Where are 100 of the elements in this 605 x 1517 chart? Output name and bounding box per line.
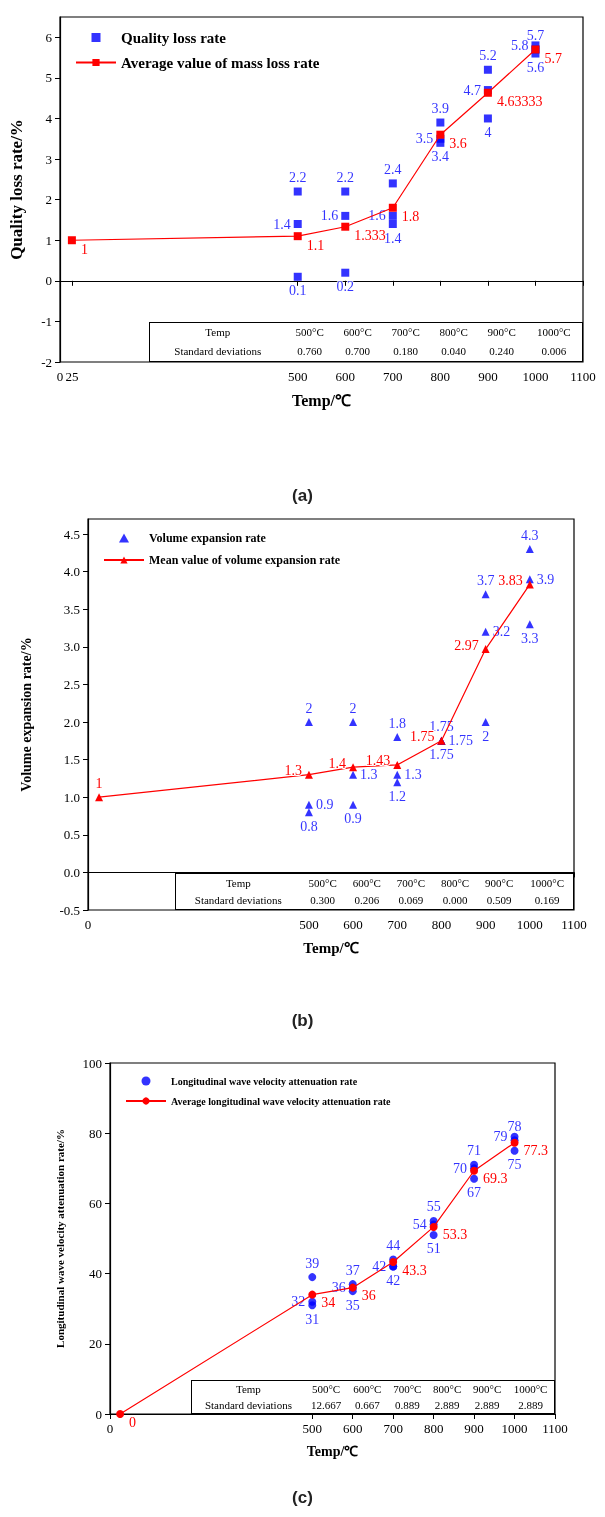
y-tick-label: 6 — [45, 29, 53, 45]
y-axis-title: Volume expansion rate/% — [18, 637, 34, 792]
y-axis-title: Quality loss rate/% — [7, 119, 26, 260]
data-label: 0.1 — [288, 283, 307, 299]
y-tick-label: 40 — [89, 1266, 102, 1282]
data-label: 77.3 — [523, 1143, 549, 1159]
x-tick-label: 800 — [430, 369, 451, 384]
x-tick-label: 500 — [302, 1421, 323, 1436]
annotation: 600°C — [342, 325, 373, 341]
y-tick-label: 5 — [45, 70, 52, 86]
y-tick-label: 4.0 — [63, 564, 80, 580]
x-tick-label: 1100 — [561, 917, 587, 932]
data-label: 71 — [467, 1143, 482, 1159]
data-label: 78 — [507, 1118, 522, 1134]
y-tick-label: 3 — [45, 151, 52, 167]
annotation: 600°C — [351, 875, 382, 891]
data-label: 1.333 — [354, 228, 386, 244]
data-label: 5.7 — [544, 50, 562, 66]
data-label: 5.2 — [479, 48, 497, 64]
annotation: 0.889 — [393, 1397, 421, 1413]
annotation: 0.000 — [441, 893, 469, 909]
y-tick-label: 1.5 — [63, 752, 80, 768]
legend-label: Quality loss rate — [121, 29, 227, 46]
y-tick-label: -2 — [41, 354, 52, 370]
x-tick-label: 500 — [299, 917, 319, 932]
annotation: 500°C — [307, 875, 338, 891]
annotation: 0.667 — [353, 1397, 381, 1413]
y-tick-label: 0.0 — [63, 864, 80, 880]
y-tick-label: 20 — [89, 1336, 102, 1352]
data-label: 55 — [426, 1199, 441, 1215]
legend-label: Longitudinal wave velocity attenuation rate — [171, 1075, 358, 1087]
annotation: 1000°C — [535, 325, 572, 341]
x-tick-label: 700 — [383, 1421, 403, 1436]
data-label: 5.6 — [526, 60, 545, 76]
annotation: 900°C — [484, 875, 515, 891]
data-label: 75 — [507, 1157, 522, 1173]
x-tick-label: 1100 — [542, 1421, 568, 1436]
y-tick-label: 1 — [45, 232, 52, 248]
annotation: 0.206 — [353, 893, 381, 909]
x-tick-label: 800 — [431, 917, 452, 932]
data-label: 79 — [493, 1129, 508, 1145]
annotation: 0.169 — [533, 893, 561, 909]
data-label: 2.97 — [454, 637, 479, 653]
y-tick-label: 2.0 — [63, 714, 80, 730]
annotation: 0.180 — [392, 344, 420, 360]
annotation: 1000°C — [529, 875, 565, 891]
x-tick-label: 900 — [478, 369, 498, 384]
annotation: 12.667 — [309, 1397, 343, 1413]
y-tick-label: 100 — [82, 1055, 102, 1071]
x-tick-label: 500 — [287, 369, 308, 384]
annotation: 2.889 — [433, 1397, 461, 1413]
annotation: 700°C — [390, 325, 421, 341]
x-tick-label: 700 — [387, 917, 408, 932]
annotation: Standard deviations — [203, 1397, 293, 1413]
data-label: 1.3 — [404, 767, 422, 783]
data-label: 37 — [345, 1262, 360, 1278]
data-label: 1.3 — [284, 763, 302, 779]
annotation: 0.069 — [397, 893, 425, 909]
x-tick-label: 600 — [335, 369, 356, 384]
data-label: 53.3 — [442, 1227, 468, 1243]
data-label: 1.75 — [429, 747, 454, 763]
data-label: 3.7 — [476, 572, 495, 588]
annotation: Temp — [235, 1381, 262, 1397]
data-label: 42 — [386, 1273, 401, 1289]
annotation: 2.889 — [473, 1397, 501, 1413]
y-tick-label: 80 — [89, 1125, 102, 1141]
data-label: 1.8 — [388, 715, 407, 731]
data-label: 1.2 — [388, 788, 407, 804]
x-tick-label: 600 — [343, 917, 363, 932]
data-label: 31 — [305, 1311, 320, 1327]
data-label: 2 — [349, 700, 357, 716]
annotation: Temp — [224, 875, 252, 891]
data-label: 67 — [467, 1185, 482, 1201]
data-label: 70 — [453, 1160, 468, 1176]
data-label: 3.5 — [415, 131, 434, 147]
data-label: 0.9 — [344, 811, 362, 827]
data-label: 3.3 — [521, 630, 539, 646]
annotation: 900°C — [472, 1381, 503, 1397]
annotation: 0.760 — [296, 344, 323, 360]
annotation: Standard deviations — [173, 344, 263, 360]
y-tick-label: -0.5 — [59, 902, 80, 918]
y-tick-label: 4.5 — [63, 526, 80, 542]
data-label: 51 — [426, 1241, 441, 1257]
data-label: 1.1 — [306, 237, 325, 253]
y-axis-title: Longitudinal wave velocity attenuation rate/% — [53, 1129, 66, 1348]
annotation: 0.040 — [440, 344, 468, 360]
data-label: 44 — [386, 1238, 401, 1254]
data-label: 42 — [372, 1259, 387, 1275]
data-label: 69.3 — [483, 1171, 508, 1187]
data-label: 54 — [412, 1216, 427, 1232]
data-label: 1.4 — [384, 230, 402, 246]
text: (c) — [292, 1488, 313, 1507]
y-tick-label: 3.5 — [63, 601, 80, 617]
x-tick-label: 700 — [383, 369, 403, 384]
data-label: 1.4 — [273, 216, 291, 232]
annotation: 900°C — [486, 325, 517, 341]
legend-label: Volume expansion rate — [149, 531, 267, 545]
x-tick-label: 1000 — [522, 369, 549, 384]
y-tick-label: 4 — [45, 110, 53, 126]
data-label: 36 — [361, 1288, 376, 1304]
